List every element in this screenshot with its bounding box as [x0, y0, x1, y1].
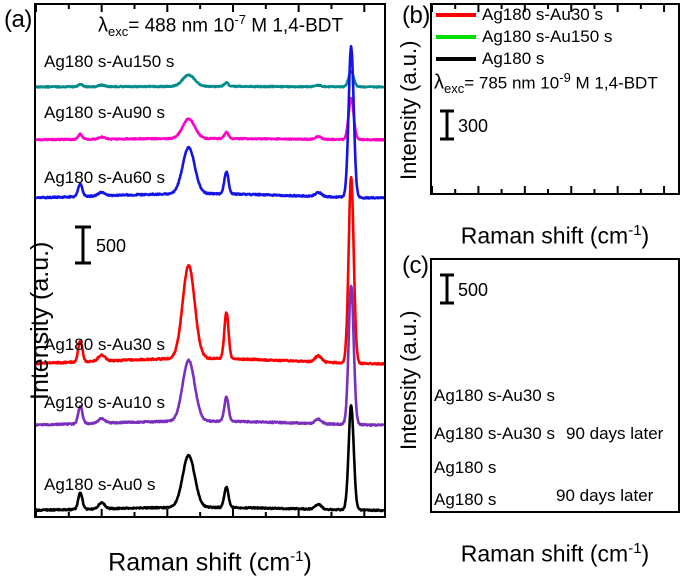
panel-b-legend-label-au30: Ag180 s-Au30 s	[482, 5, 603, 24]
panel-b-annotation-tail: M 1,4-BDT	[570, 73, 658, 93]
panel-a-trace-label-au30: Ag180 s-Au30 s	[44, 335, 165, 354]
panel-b-legend-item-au30: Ag180 s-Au30 s	[436, 5, 603, 25]
panel-b-legend-label-au150: Ag180 s-Au150 s	[482, 27, 613, 46]
panel-c-x-axis-close: )	[641, 540, 650, 567]
spectrum-trace	[36, 404, 384, 513]
panel-a-x-axis-text: Raman shift (cm	[108, 548, 291, 577]
panel-b-annotation-exponent: -9	[559, 70, 571, 85]
panel-c-x-axis-label: Raman shift (cm-1)	[430, 540, 680, 568]
panel-b-annotation: λexc= 785 nm 10-9 M 1,4-BDT	[434, 70, 658, 96]
panel-a-letter: (a)	[4, 6, 32, 33]
panel-a-y-axis-label: Intensity (a.u.)	[26, 241, 54, 400]
panel-a-annotation: λexc= 488 nm 10-7 M 1,4-BDT	[98, 12, 343, 39]
panel-c-trace-note-ag180-aged: 90 days later	[556, 486, 654, 505]
panel-b-scale-value: 300	[458, 116, 489, 136]
panel-c-x-axis-exponent: -1	[628, 540, 642, 557]
panel-a-trace-label-au90: Ag180 s-Au90 s	[44, 103, 165, 122]
panel-a-trace-label-au60: Ag180 s-Au60 s	[44, 168, 165, 187]
spectrum-trace	[36, 69, 384, 89]
spectrum-trace	[36, 284, 384, 427]
panel-b-x-axis-close: )	[641, 222, 650, 249]
panel-b-legend-label-ag180: Ag180 s	[482, 49, 545, 68]
panel-a-scale-value: 500	[96, 236, 127, 256]
spectrum-trace	[36, 97, 384, 142]
panel-b-x-axis-exponent: -1	[628, 222, 642, 239]
panel-c-trace-label-ag180: Ag180 s	[434, 458, 497, 477]
panel-c-letter: (c)	[402, 252, 429, 279]
panel-b-annotation-rest: = 785 nm 10	[464, 73, 560, 93]
panel-c-x-axis-text: Raman shift (cm	[460, 540, 629, 567]
panel-c-trace-note-au30-aged: 90 days later	[566, 424, 664, 443]
panel-b-legend-item-au150: Ag180 s-Au150 s	[436, 27, 612, 47]
panel-a-x-axis-exponent: -1	[290, 548, 304, 565]
panel-c-y-axis-label: Intensity (a.u.)	[396, 310, 421, 450]
panel-b-legend-swatch-ag180	[436, 57, 476, 61]
spectrum-trace	[36, 44, 384, 200]
panel-c-plot-frame	[430, 258, 680, 513]
panel-b-x-axis-label: Raman shift (cm-1)	[430, 222, 680, 250]
panel-a-annotation-exponent: -7	[234, 12, 246, 27]
lambda-symbol: λ	[98, 14, 108, 37]
panel-b-y-axis-label: Intensity (a.u.)	[396, 40, 421, 180]
spectrum-trace	[36, 175, 384, 366]
panel-c-scale-value: 500	[458, 280, 489, 300]
panel-a-annotation-rest: = 488 nm 10	[128, 15, 235, 37]
panel-a-traces	[36, 5, 384, 516]
panel-b-traces	[432, 5, 666, 193]
panel-c-trace-label-au30: Ag180 s-Au30 s	[434, 386, 555, 405]
lambda-symbol: λ	[434, 71, 444, 94]
panel-c-scale-bar	[440, 273, 454, 305]
panel-b-scale-bar	[440, 109, 454, 141]
panel-b-letter: (b)	[402, 2, 430, 29]
panel-b-legend-item-ag180: Ag180 s	[436, 49, 544, 69]
panel-a-x-axis-label: Raman shift (cm-1)	[34, 548, 386, 577]
panel-a-trace-label-au150: Ag180 s-Au150 s	[44, 52, 175, 71]
panel-a-x-axis-close: )	[303, 548, 312, 577]
panel-a-trace-label-au10: Ag180 s-Au10 s	[44, 393, 165, 412]
panel-c-trace-label-ag180-aged: Ag180 s	[434, 490, 497, 509]
panel-b-legend-swatch-au150	[436, 35, 476, 39]
panel-b-legend-swatch-au30	[436, 13, 476, 17]
panel-a-plot-frame	[34, 3, 386, 518]
lambda-subscript: exc	[108, 24, 129, 40]
panel-a-trace-label-au0: Ag180 s-Au0 s	[44, 475, 156, 494]
panel-a-scale-bar	[75, 225, 91, 265]
panel-c-trace-label-au30-aged: Ag180 s-Au30 s	[434, 424, 555, 443]
panel-b-x-axis-text: Raman shift (cm	[460, 222, 629, 249]
lambda-subscript: exc	[444, 81, 465, 97]
panel-a-annotation-tail: M 1,4-BDT	[245, 15, 344, 37]
